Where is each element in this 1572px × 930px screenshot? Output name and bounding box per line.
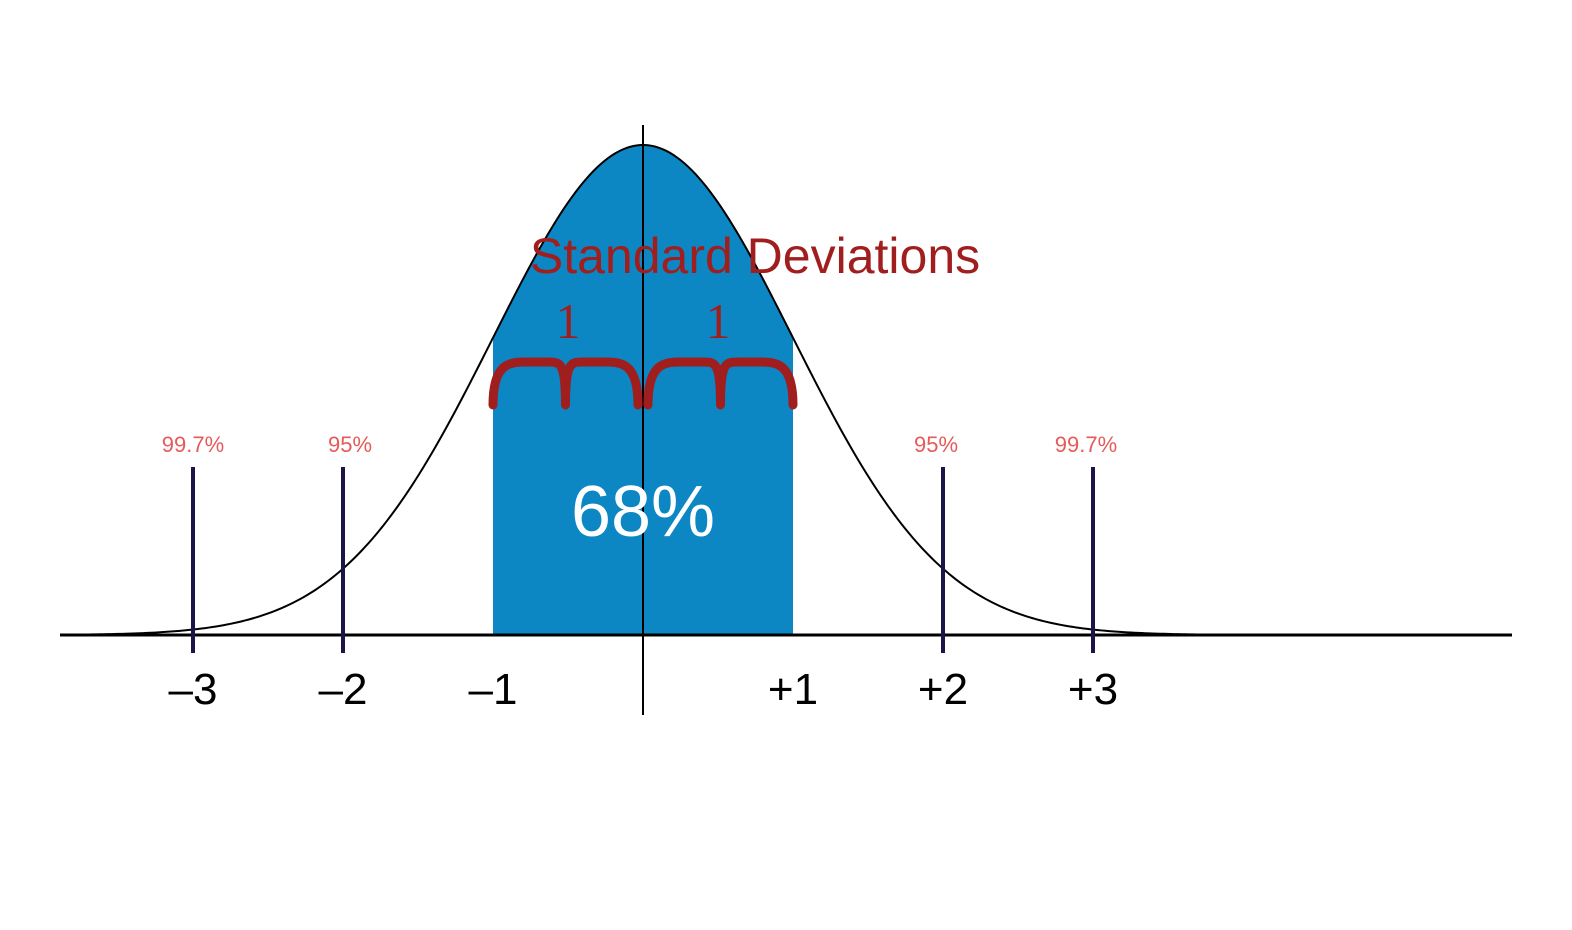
sd-number-left: 1 [556, 292, 581, 350]
axis-tick-label: +1 [768, 665, 818, 715]
chart-title: Standard Deviations [530, 227, 980, 285]
percent-label-left-95: 95% [328, 432, 372, 458]
percent-label-right-95: 95% [914, 432, 958, 458]
percent-label-left-997: 99.7% [162, 432, 224, 458]
plot-svg [0, 0, 1572, 930]
center-percent-label: 68% [571, 471, 715, 553]
axis-tick-label: +2 [918, 665, 968, 715]
chart-stage: Standard Deviations 1 1 68% 99.7% 95% 95… [0, 0, 1572, 930]
axis-tick-label: –2 [319, 665, 368, 715]
sd-number-right: 1 [706, 292, 731, 350]
axis-tick-label: –1 [469, 665, 518, 715]
axis-tick-label: +3 [1068, 665, 1118, 715]
percent-label-right-997: 99.7% [1055, 432, 1117, 458]
axis-tick-label: –3 [169, 665, 218, 715]
